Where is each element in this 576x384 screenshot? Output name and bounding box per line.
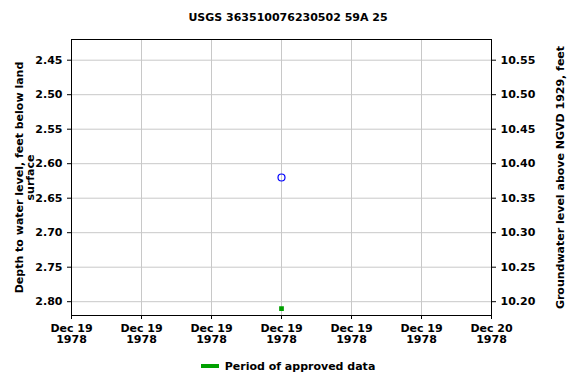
svg-text:Dec 191978: Dec 191978 bbox=[400, 322, 442, 346]
svg-text:Dec 191978: Dec 191978 bbox=[330, 322, 372, 346]
svg-text:Dec 191978: Dec 191978 bbox=[190, 322, 232, 346]
html-text:Period of approved data: Period of approved data bbox=[224, 359, 376, 373]
svg-text:10.30: 10.30 bbox=[501, 226, 536, 239]
svg-text:10.25: 10.25 bbox=[501, 261, 536, 274]
svg-text:2.50: 2.50 bbox=[35, 88, 62, 101]
html-text:USGS 363510076230502 59A 25: USGS 363510076230502 59A 25 bbox=[188, 11, 388, 24]
svg-text:2.55: 2.55 bbox=[35, 123, 62, 136]
svg-text:2.80: 2.80 bbox=[35, 295, 62, 308]
svg-text:Dec 191978: Dec 191978 bbox=[120, 322, 162, 346]
svg-text:10.40: 10.40 bbox=[501, 157, 536, 170]
svg-text:10.20: 10.20 bbox=[501, 295, 536, 308]
svg-text:2.75: 2.75 bbox=[35, 261, 62, 274]
svg-text:2.65: 2.65 bbox=[35, 192, 62, 205]
svg-text:Dec 191978: Dec 191978 bbox=[260, 322, 302, 346]
svg-text:Dec 201978: Dec 201978 bbox=[470, 322, 513, 346]
svg-text:Dec 191978: Dec 191978 bbox=[50, 322, 92, 346]
svg-text:10.35: 10.35 bbox=[501, 192, 536, 205]
svg-text:2.45: 2.45 bbox=[35, 54, 62, 67]
svg-text:2.60: 2.60 bbox=[35, 157, 62, 170]
svg-text:10.50: 10.50 bbox=[501, 88, 536, 101]
svg-text:2.70: 2.70 bbox=[35, 226, 62, 239]
svg-text:Depth to water level, feet bel: Depth to water level, feet below landsur… bbox=[13, 62, 37, 294]
svg-text:Groundwater level above NGVD 1: Groundwater level above NGVD 1929, feet bbox=[554, 46, 567, 309]
svg-text:10.55: 10.55 bbox=[501, 54, 536, 67]
svg-text:10.45: 10.45 bbox=[501, 123, 536, 136]
